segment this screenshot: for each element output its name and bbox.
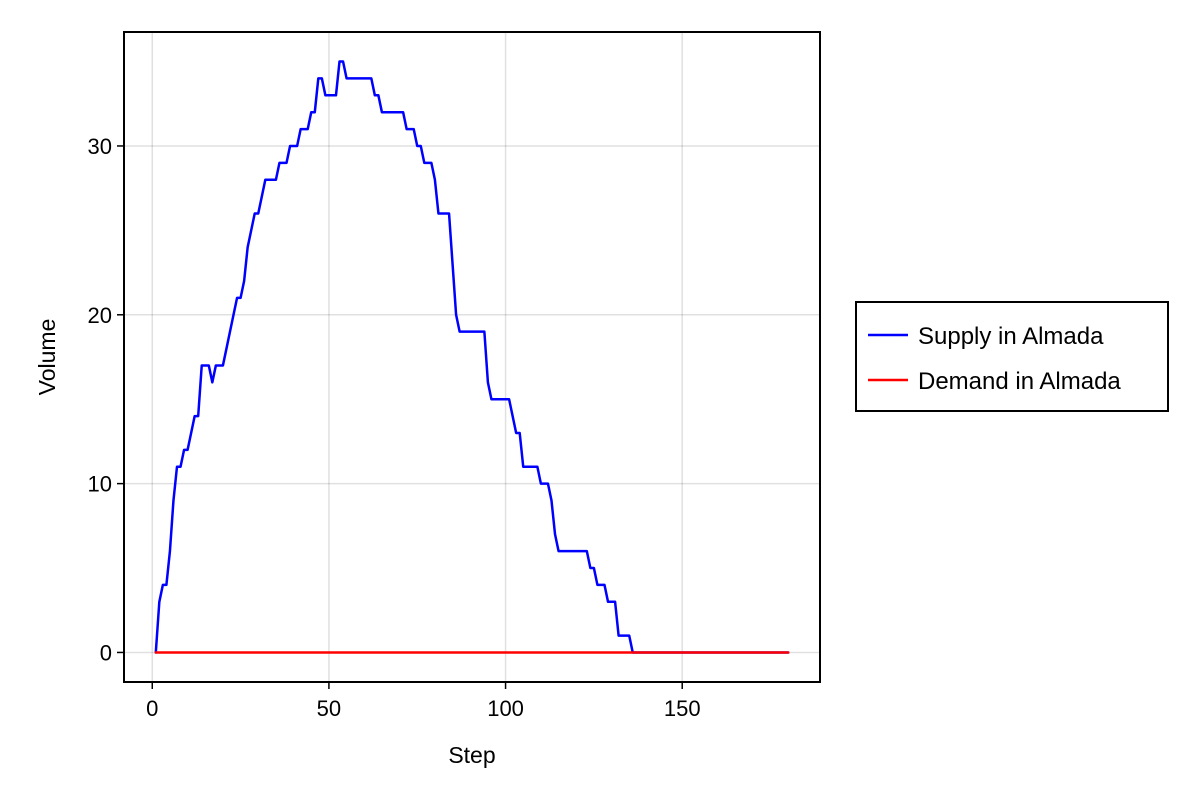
plot-area-frame (123, 31, 821, 683)
x-axis-title: Step (448, 742, 495, 768)
y-axis-title: Volume (34, 319, 60, 396)
legend-box (855, 301, 1169, 412)
grid (124, 32, 820, 682)
x-tick-label: 150 (664, 696, 701, 721)
y-tick-label: 30 (88, 134, 112, 159)
y-tick-label: 0 (100, 640, 112, 665)
legend-label-demand: Demand in Almada (918, 368, 1121, 395)
series-layer (154, 60, 790, 654)
axis-ticks: 0 50 100 150 0 10 20 30 (88, 134, 701, 721)
x-tick-label: 100 (487, 696, 524, 721)
legend-label-supply: Supply in Almada (918, 323, 1104, 350)
y-tick-label: 20 (88, 303, 112, 328)
legend: Supply in Almada Demand in Almada (855, 301, 1169, 412)
series-line-supply (154, 60, 790, 654)
y-tick-label: 10 (88, 472, 112, 497)
x-tick-label: 50 (317, 696, 341, 721)
x-tick-label: 0 (146, 696, 158, 721)
